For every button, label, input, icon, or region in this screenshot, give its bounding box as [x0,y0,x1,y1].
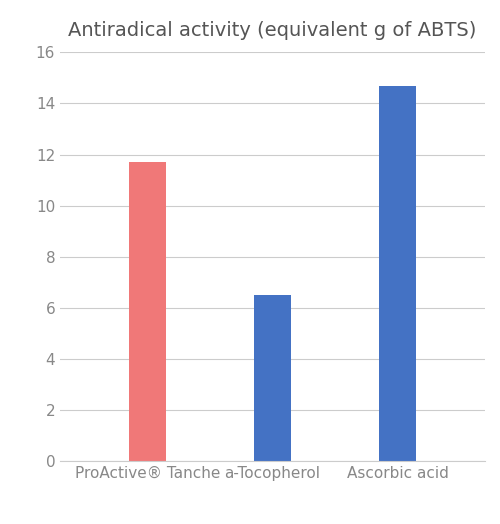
Bar [254,295,291,461]
Bar [129,162,166,461]
Title: Antiradical activity (equivalent g of ABTS): Antiradical activity (equivalent g of AB… [68,21,476,40]
Bar [379,85,416,461]
